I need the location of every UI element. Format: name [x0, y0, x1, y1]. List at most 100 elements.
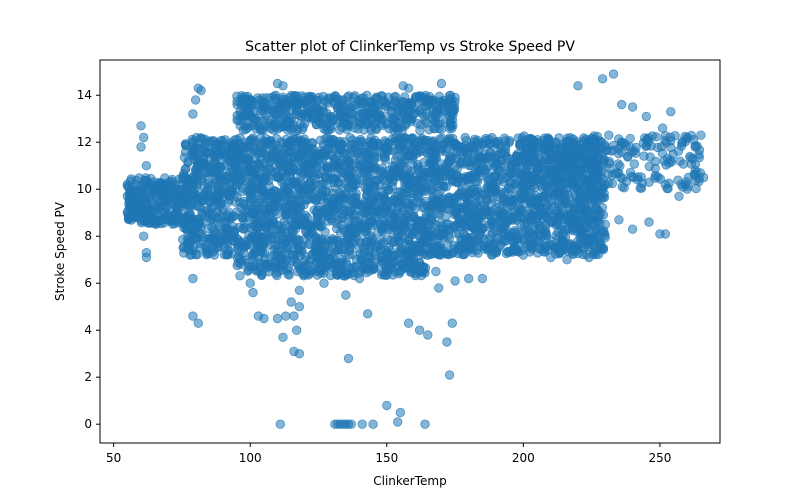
cluster-point: [607, 178, 618, 189]
cluster-point: [436, 124, 447, 135]
y-tick-label: 14: [77, 88, 92, 102]
data-point: [292, 325, 302, 335]
x-axis-title: ClinkerTemp: [373, 474, 446, 488]
cluster-point: [358, 92, 369, 103]
cluster-point: [640, 133, 650, 143]
y-tick-label: 6: [84, 276, 92, 290]
data-point: [294, 302, 305, 312]
cluster-point: [613, 159, 623, 169]
cluster-point: [414, 215, 424, 226]
cluster-point: [297, 124, 308, 135]
cluster-point: [286, 196, 297, 206]
data-point: [354, 273, 365, 284]
cluster-point: [264, 205, 275, 216]
cluster-point: [315, 220, 325, 231]
cluster-point: [243, 155, 254, 165]
cluster-point: [404, 169, 414, 179]
cluster-point: [481, 153, 491, 163]
cluster-point: [410, 260, 420, 271]
data-point: [190, 95, 201, 105]
cluster-point: [566, 175, 576, 186]
cluster-point: [328, 261, 339, 272]
cluster-point: [283, 265, 293, 275]
cluster-point: [381, 175, 392, 186]
cluster-point: [492, 233, 502, 243]
cluster-point: [382, 270, 392, 281]
cluster-point: [250, 264, 261, 275]
cluster-point: [394, 162, 405, 172]
data-point: [289, 311, 299, 321]
cluster-point: [360, 167, 370, 178]
cluster-point: [181, 140, 191, 151]
cluster-point: [301, 227, 312, 238]
cluster-point: [472, 184, 483, 194]
cluster-point: [623, 151, 633, 162]
cluster-point: [565, 132, 576, 143]
data-point: [188, 273, 198, 284]
cluster-point: [323, 240, 333, 251]
cluster-point: [563, 246, 573, 257]
data-point: [259, 313, 269, 324]
cluster-point: [413, 191, 423, 201]
data-point: [395, 407, 406, 418]
cluster-point: [582, 233, 592, 244]
cluster-point: [235, 271, 245, 281]
cluster-point: [378, 222, 389, 232]
cluster-point: [527, 239, 537, 250]
data-point: [442, 337, 452, 347]
cluster-point: [617, 173, 628, 183]
cluster-point: [657, 148, 668, 158]
y-tick-label: 0: [84, 417, 92, 431]
cluster-point: [383, 143, 393, 153]
cluster-point: [449, 222, 460, 232]
cluster-point: [419, 111, 429, 122]
cluster-point: [338, 183, 349, 193]
data-point: [185, 250, 195, 260]
cluster-point: [235, 197, 245, 208]
cluster-point: [273, 114, 284, 124]
cluster-point: [403, 107, 414, 118]
cluster-point: [259, 115, 269, 126]
cluster-point: [522, 232, 533, 242]
data-point: [138, 231, 149, 241]
cluster-point: [263, 190, 273, 200]
cluster-point: [253, 208, 264, 219]
cluster-point: [337, 258, 347, 269]
cluster-point: [352, 166, 362, 177]
cluster-point: [526, 174, 537, 184]
x-tick-label: 50: [106, 451, 121, 465]
cluster-point: [304, 268, 315, 279]
cluster-point: [282, 188, 293, 198]
data-point: [149, 182, 160, 192]
cluster-point: [505, 185, 515, 195]
cluster-point: [346, 194, 356, 205]
cluster-point: [281, 227, 292, 238]
cluster-point: [227, 171, 237, 181]
data-point: [657, 123, 668, 133]
cluster-point: [341, 267, 352, 277]
cluster-point: [161, 202, 171, 212]
data-point: [343, 353, 354, 364]
data-point: [319, 278, 329, 288]
cluster-point: [379, 152, 390, 163]
cluster-point: [408, 242, 418, 253]
cluster-point: [232, 152, 242, 163]
cluster-point: [381, 119, 392, 129]
cluster-point: [322, 209, 333, 220]
cluster-point: [308, 161, 318, 171]
cluster-point: [319, 262, 330, 273]
cluster-point: [210, 167, 221, 177]
cluster-point: [659, 155, 669, 166]
cluster-point: [300, 210, 311, 221]
data-point: [464, 273, 474, 284]
cluster-point: [244, 140, 255, 151]
cluster-point: [168, 194, 178, 204]
cluster-point: [452, 210, 463, 221]
cluster-point: [629, 159, 640, 169]
cluster-point: [209, 250, 220, 260]
data-point: [193, 318, 204, 328]
cluster-point: [455, 188, 465, 199]
data-point: [608, 69, 619, 79]
cluster-point: [257, 101, 268, 111]
data-point: [122, 207, 133, 218]
